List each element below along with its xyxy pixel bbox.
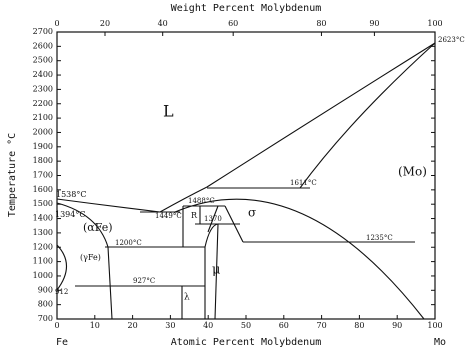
x-tick-label: 0: [54, 321, 59, 330]
annotation: R: [191, 211, 198, 220]
annotation: 927°C: [133, 277, 155, 285]
annotation: σ: [248, 206, 256, 220]
annotation: 2623°C: [438, 36, 465, 44]
liquidus-mid: [159, 186, 208, 213]
plot-frame: [56, 31, 436, 320]
y-tick-label: 1900: [33, 142, 53, 151]
sigma-left: [207, 205, 219, 233]
y-tick-label: 900: [38, 285, 53, 294]
y-tick-label: 2600: [33, 41, 53, 50]
mu-right: [204, 223, 219, 320]
mo-solvus: [174, 198, 425, 320]
annotation: 1200°C: [115, 239, 142, 247]
y-tick-label: 1200: [33, 242, 53, 251]
y-tick-label: 1800: [33, 156, 53, 165]
y-tick-label: 1100: [33, 257, 53, 266]
annotation: 1449°C: [155, 212, 182, 220]
x-tick-label: 40: [203, 321, 213, 330]
x-label: Atomic Percent Molybdenum: [171, 337, 322, 348]
gamma-loop: [56, 244, 68, 291]
x-tick-label: 20: [128, 321, 138, 330]
x2-label: Weight Percent Molybdenum: [171, 3, 322, 14]
annotation: 912: [55, 288, 68, 296]
y-tick-label: 2200: [33, 99, 53, 108]
annotation: 1611°C: [290, 179, 317, 187]
annotation: 1394°C: [55, 210, 85, 219]
x2-tick-label: 0: [54, 19, 59, 28]
annotation: μ: [212, 263, 220, 278]
y-tick-label: 1500: [33, 199, 53, 208]
y-tick-label: 800: [38, 300, 53, 309]
phase-boundaries: [56, 42, 436, 320]
y-tick-label: 2400: [33, 70, 53, 79]
annotation: (γFe): [80, 253, 101, 262]
x2-tick-label: 100: [427, 19, 442, 28]
solidus-mo: [299, 42, 436, 189]
x-tick-label: 80: [354, 321, 364, 330]
annotation: 1370: [204, 215, 222, 223]
liquidus-left: [56, 198, 161, 213]
x-tick-label: 10: [90, 321, 100, 330]
x2-tick-label: 90: [369, 19, 379, 28]
annotation: 1488°C: [188, 197, 215, 205]
annotation: (Mo): [398, 165, 427, 179]
y-tick-label: 1000: [33, 271, 53, 280]
annotation: λ: [184, 293, 190, 303]
y-tick-label: 1600: [33, 185, 53, 194]
x2-tick-label: 60: [228, 19, 238, 28]
sigma-right: [224, 205, 244, 243]
annotation: 1235°C: [366, 234, 393, 242]
x-tick-label: 90: [392, 321, 402, 330]
y-tick-label: 2500: [33, 56, 53, 65]
x2-tick-label: 20: [100, 19, 110, 28]
y-tick-label: 2300: [33, 84, 53, 93]
x2-tick-label: 80: [316, 19, 326, 28]
end-label: Mo: [434, 337, 446, 348]
x-tick-label: 60: [279, 321, 289, 330]
annotation: L: [163, 102, 174, 121]
x-tick-label: 30: [165, 321, 175, 330]
annotation: 1538°C: [56, 190, 86, 199]
x-tick-label: 50: [241, 321, 251, 330]
y-tick-label: 2100: [33, 113, 53, 122]
y-tick-label: 2000: [33, 127, 53, 136]
y-tick-label: 700: [38, 314, 53, 323]
y-tick-label: 1700: [33, 171, 53, 180]
annotation: (αFe): [83, 221, 113, 234]
y-tick-label: 1300: [33, 228, 53, 237]
end-label: Fe: [56, 337, 68, 348]
x-tick-label: 100: [427, 321, 442, 330]
y-tick-label: 2700: [33, 27, 53, 36]
y-tick-label: 1400: [33, 214, 53, 223]
x-tick-label: 70: [317, 321, 327, 330]
y-label: Temperature °C: [7, 133, 18, 217]
liquidus-mo: [206, 42, 436, 188]
x2-tick-label: 40: [158, 19, 168, 28]
